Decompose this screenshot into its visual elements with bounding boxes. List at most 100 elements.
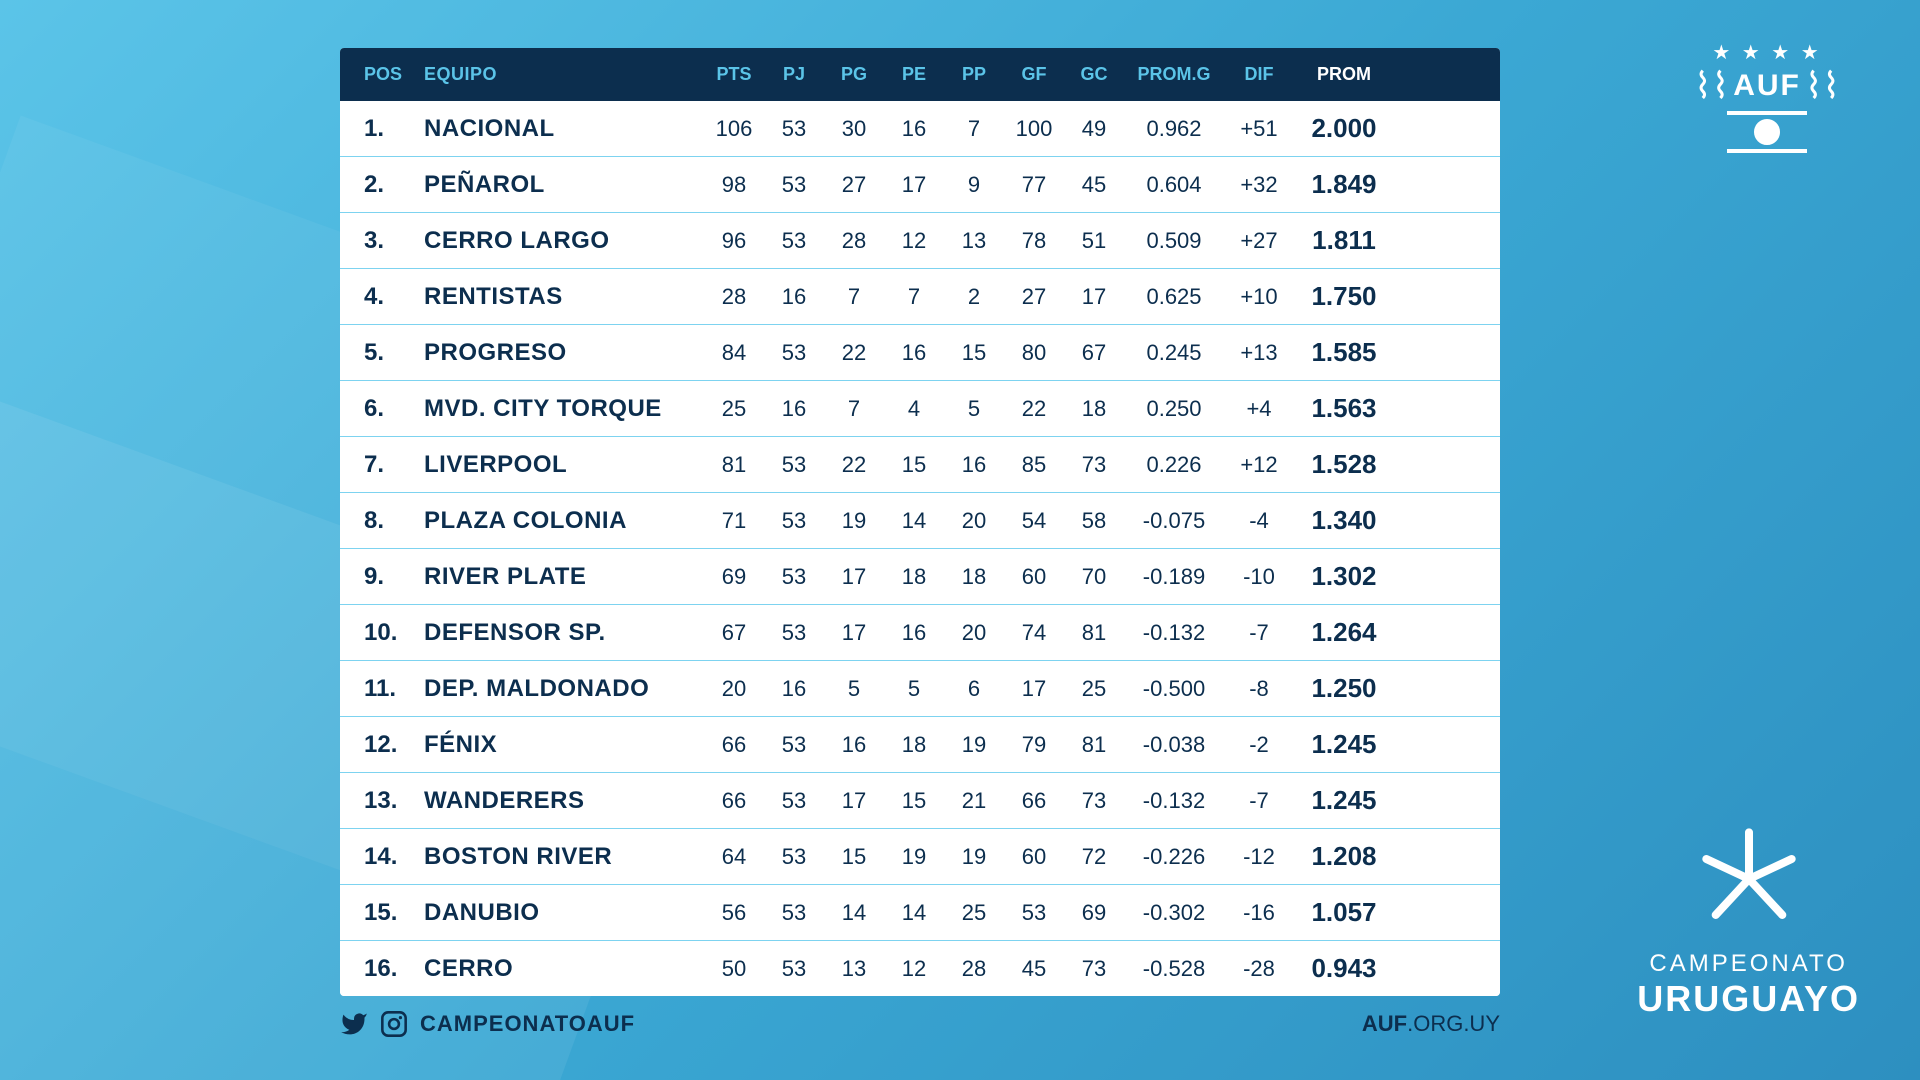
campeonato-line2: URUGUAYO	[1637, 978, 1860, 1020]
header-promg: PROM.G	[1124, 64, 1224, 85]
cell-prom: 1.245	[1294, 785, 1394, 816]
cell-pe: 19	[884, 844, 944, 870]
cell-pg: 19	[824, 508, 884, 534]
cell-pj: 16	[764, 396, 824, 422]
cell-pp: 15	[944, 340, 1004, 366]
cell-promg: -0.189	[1124, 564, 1224, 590]
table-row: 8.PLAZA COLONIA71531914205458-0.075-41.3…	[340, 493, 1500, 549]
cell-pos: 4.	[364, 283, 424, 311]
cell-pe: 14	[884, 508, 944, 534]
cell-promg: 0.226	[1124, 452, 1224, 478]
cell-pe: 12	[884, 956, 944, 982]
cell-dif: -10	[1224, 564, 1294, 590]
cell-gc: 45	[1064, 172, 1124, 198]
header-pp: PP	[944, 64, 1004, 85]
cell-gc: 18	[1064, 396, 1124, 422]
cell-pos: 11.	[364, 675, 424, 703]
cell-pj: 16	[764, 284, 824, 310]
cell-gc: 69	[1064, 900, 1124, 926]
cell-promg: 0.509	[1124, 228, 1224, 254]
cell-promg: 0.625	[1124, 284, 1224, 310]
cell-pts: 66	[704, 788, 764, 814]
cell-gf: 22	[1004, 396, 1064, 422]
instagram-icon	[380, 1010, 408, 1038]
cell-gc: 17	[1064, 284, 1124, 310]
cell-gc: 25	[1064, 676, 1124, 702]
cell-promg: -0.500	[1124, 676, 1224, 702]
cell-pos: 9.	[364, 563, 424, 591]
cell-pg: 28	[824, 228, 884, 254]
cell-pos: 12.	[364, 731, 424, 759]
auf-stars-icon: ★ ★ ★ ★	[1694, 40, 1840, 65]
cell-promg: -0.528	[1124, 956, 1224, 982]
cell-equipo: MVD. CITY TORQUE	[424, 395, 704, 423]
cell-prom: 1.302	[1294, 561, 1394, 592]
cell-dif: +12	[1224, 452, 1294, 478]
cell-pos: 15.	[364, 899, 424, 927]
url-bold: AUF	[1362, 1011, 1407, 1036]
header-pts: PTS	[704, 64, 764, 85]
table-row: 2.PEÑAROL98532717977450.604+321.849	[340, 157, 1500, 213]
cell-gf: 85	[1004, 452, 1064, 478]
cell-equipo: PLAZA COLONIA	[424, 507, 704, 535]
cell-prom: 1.811	[1294, 225, 1394, 256]
cell-pj: 53	[764, 788, 824, 814]
cell-dif: +4	[1224, 396, 1294, 422]
cell-promg: -0.132	[1124, 788, 1224, 814]
cell-equipo: CERRO	[424, 955, 704, 983]
auf-ball-icon	[1754, 119, 1780, 145]
cell-pp: 9	[944, 172, 1004, 198]
header-pj: PJ	[764, 64, 824, 85]
cell-gc: 73	[1064, 956, 1124, 982]
table-row: 7.LIVERPOOL815322151685730.226+121.528	[340, 437, 1500, 493]
cell-pos: 16.	[364, 955, 424, 983]
cell-pts: 64	[704, 844, 764, 870]
twitter-icon	[340, 1010, 368, 1038]
header-pos: POS	[364, 64, 424, 85]
cell-pp: 20	[944, 508, 1004, 534]
table-row: 5.PROGRESO845322161580670.245+131.585	[340, 325, 1500, 381]
header-gc: GC	[1064, 64, 1124, 85]
cell-pg: 17	[824, 564, 884, 590]
cell-dif: -4	[1224, 508, 1294, 534]
cell-promg: 0.245	[1124, 340, 1224, 366]
star-burst-icon	[1679, 819, 1819, 939]
table-row: 13.WANDERERS66531715216673-0.132-71.245	[340, 773, 1500, 829]
cell-gf: 60	[1004, 844, 1064, 870]
table-row: 16.CERRO50531312284573-0.528-280.943	[340, 941, 1500, 996]
cell-prom: 1.264	[1294, 617, 1394, 648]
header-equipo: EQUIPO	[424, 64, 704, 85]
cell-equipo: PEÑAROL	[424, 171, 704, 199]
cell-pj: 53	[764, 228, 824, 254]
cell-pp: 5	[944, 396, 1004, 422]
table-row: 10.DEFENSOR SP.67531716207481-0.132-71.2…	[340, 605, 1500, 661]
cell-pe: 5	[884, 676, 944, 702]
cell-gf: 100	[1004, 116, 1064, 142]
cell-pg: 5	[824, 676, 884, 702]
cell-pos: 5.	[364, 339, 424, 367]
cell-prom: 2.000	[1294, 113, 1394, 144]
cell-pg: 15	[824, 844, 884, 870]
cell-pos: 13.	[364, 787, 424, 815]
social-handle: CAMPEONATOAUF	[420, 1011, 635, 1037]
campeonato-logo: CAMPEONATO URUGUAYO	[1637, 819, 1860, 1020]
cell-promg: 0.250	[1124, 396, 1224, 422]
cell-dif: +27	[1224, 228, 1294, 254]
cell-equipo: PROGRESO	[424, 339, 704, 367]
cell-pe: 18	[884, 564, 944, 590]
cell-prom: 1.245	[1294, 729, 1394, 760]
auf-underline	[1727, 111, 1807, 115]
footer: CAMPEONATOAUF AUF.ORG.UY	[340, 1010, 1500, 1038]
cell-pos: 7.	[364, 451, 424, 479]
table-row: 1.NACIONAL1065330167100490.962+512.000	[340, 101, 1500, 157]
cell-promg: 0.962	[1124, 116, 1224, 142]
cell-gf: 27	[1004, 284, 1064, 310]
cell-prom: 1.057	[1294, 897, 1394, 928]
cell-gc: 49	[1064, 116, 1124, 142]
cell-gf: 79	[1004, 732, 1064, 758]
cell-pp: 19	[944, 732, 1004, 758]
cell-pts: 96	[704, 228, 764, 254]
cell-pj: 53	[764, 900, 824, 926]
cell-pos: 8.	[364, 507, 424, 535]
header-pe: PE	[884, 64, 944, 85]
